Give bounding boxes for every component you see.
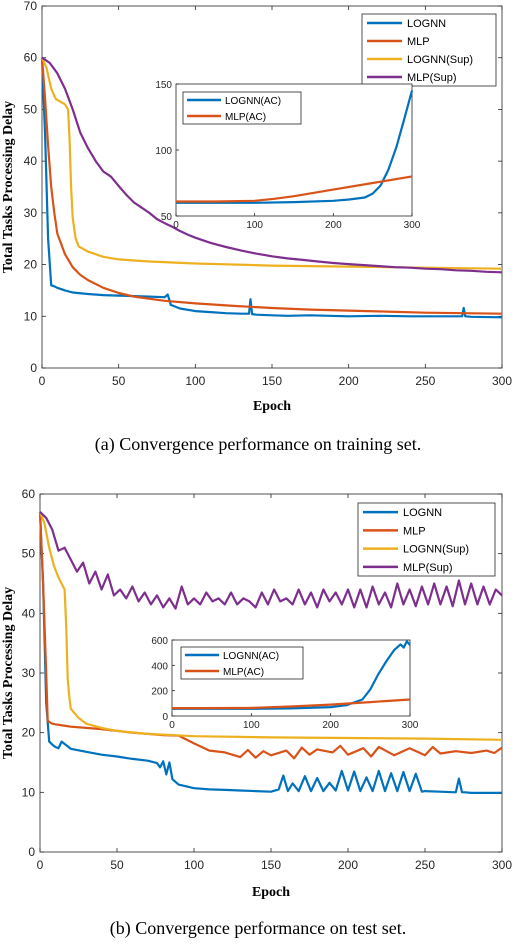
x-tick-label: 200 <box>338 858 358 872</box>
series-line-mlp <box>40 57 503 315</box>
x-tick-label: 250 <box>415 858 435 872</box>
y-tick-label: 50 <box>24 102 38 116</box>
series-line-mlp-sup- <box>39 511 503 610</box>
inset-y-tick-label: 150 <box>155 80 172 91</box>
inset-y-tick-label: 50 <box>161 212 173 223</box>
caption: (b) Convergence performance on test set. <box>110 918 407 939</box>
inset-chart: 0 100 200 300 50 100 150 LOGNN(AC) MLP(AC) <box>155 80 420 231</box>
x-tick-label: 0 <box>39 374 46 388</box>
inset-series-line-mlp-ac- <box>176 175 413 203</box>
series-line-mlp <box>38 511 503 760</box>
chart-training: 0 50 100 150 200 250 300010203040506070EpochTo… <box>1 0 512 455</box>
inset-legend: LOGNN(AC) MLP(AC) <box>182 91 302 125</box>
inset-x-tick-label: 0 <box>169 720 175 731</box>
y-tick-label: 20 <box>24 258 38 272</box>
inset-legend-box <box>182 91 302 125</box>
x-tick-label: 50 <box>112 374 126 388</box>
x-tick-label: 100 <box>185 374 205 388</box>
y-tick-label: 0 <box>28 845 35 859</box>
legend: LOGNN MLP LOGNN(Sup) MLP(Sup) <box>361 13 497 87</box>
inset-series-line-lognn-ac- <box>176 90 414 204</box>
x-axis-label: Epoch <box>252 885 290 900</box>
inset-series-line-mlp-ac- <box>172 698 411 710</box>
legend-label: MLP(Sup) <box>407 72 457 84</box>
inset-x-tick-label: 300 <box>402 720 419 731</box>
y-tick-label: 20 <box>22 726 36 740</box>
y-tick-label: 40 <box>24 154 38 168</box>
x-tick-label: 300 <box>492 858 512 872</box>
inset-x-tick-label: 300 <box>404 220 421 231</box>
x-tick-label: 200 <box>339 374 359 388</box>
y-tick-label: 40 <box>22 606 36 620</box>
x-tick-label: 100 <box>184 858 204 872</box>
inset-legend-label: LOGNN(AC) <box>223 651 279 662</box>
y-tick-label: 70 <box>24 0 38 13</box>
y-tick-label: 30 <box>22 666 36 680</box>
series-line-lognn-sup- <box>38 511 503 741</box>
inset-x-tick-label: 200 <box>325 220 342 231</box>
legend-label: MLP(Sup) <box>403 562 453 574</box>
inset-y-tick-label: 200 <box>151 687 168 698</box>
inset-legend: LOGNN(AC) MLP(AC) <box>180 646 304 680</box>
caption: (a) Convergence performance on training … <box>95 434 422 455</box>
x-axis-label: Epoch <box>253 399 291 414</box>
y-axis-label: Total Tasks Processing Delay <box>1 101 16 273</box>
series-line-mlp-sup- <box>41 56 503 274</box>
inset-x-tick-label: 100 <box>243 720 260 731</box>
inset-legend-label: LOGNN(AC) <box>225 96 281 107</box>
inset-y-tick-label: 0 <box>162 712 168 723</box>
legend-label: LOGNN <box>403 507 442 519</box>
inset-legend-label: MLP(AC) <box>225 112 266 123</box>
legend-label: LOGNN <box>407 18 446 30</box>
x-tick-label: 150 <box>262 374 282 388</box>
legend-label: MLP <box>403 525 426 537</box>
y-tick-label: 30 <box>24 206 38 220</box>
x-tick-label: 250 <box>415 374 435 388</box>
series-line-lognn-sup- <box>40 57 503 270</box>
legend-box <box>361 13 497 87</box>
x-tick-label: 150 <box>261 858 281 872</box>
x-tick-label: 50 <box>110 858 124 872</box>
inset-series-line-lognn-ac- <box>172 640 411 710</box>
inset-x-tick-label: 0 <box>173 220 179 231</box>
legend-box <box>357 502 496 577</box>
legend-label: LOGNN(Sup) <box>407 54 473 66</box>
legend: LOGNN MLP LOGNN(Sup) MLP(Sup) <box>357 502 496 577</box>
series-line-lognn <box>40 57 503 319</box>
y-tick-label: 10 <box>24 309 38 323</box>
x-tick-label: 300 <box>492 374 512 388</box>
y-axis-label: Total Tasks Processing Delay <box>1 587 16 759</box>
y-tick-label: 60 <box>24 51 38 65</box>
x-tick-label: 0 <box>37 858 44 872</box>
y-tick-label: 50 <box>22 547 36 561</box>
inset-legend-label: MLP(AC) <box>223 667 264 678</box>
inset-y-tick-label: 400 <box>151 661 168 672</box>
inset-y-tick-label: 100 <box>155 146 172 157</box>
inset-x-tick-label: 100 <box>246 220 263 231</box>
inset-legend-box <box>180 646 304 680</box>
y-tick-label: 0 <box>30 361 37 375</box>
inset-chart: 0 100 200 300 0 200 400 600 LOGNN(AC) MLP(AC) <box>151 636 418 731</box>
inset-x-tick-label: 200 <box>322 720 339 731</box>
legend-label: MLP <box>407 36 430 48</box>
y-tick-label: 60 <box>22 487 36 501</box>
y-tick-label: 10 <box>22 785 36 799</box>
series-line-lognn <box>38 511 502 795</box>
chart-test: 0 50 100 150 200 250 300 0 10 20 30 40 50 60 Epoch Tota… <box>1 487 512 939</box>
legend-label: LOGNN(Sup) <box>403 544 469 556</box>
inset-y-tick-label: 600 <box>151 636 168 647</box>
